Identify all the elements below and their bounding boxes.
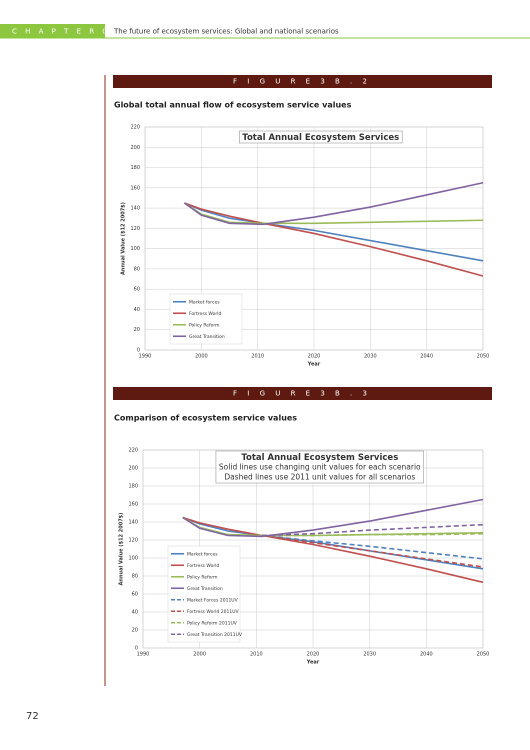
x-tick-label: 2020 — [307, 652, 320, 658]
figure-label: F I G U R E 3 B . 2 — [233, 78, 371, 86]
legend-label: Great Transition — [187, 586, 223, 592]
y-tick-label: 180 — [130, 165, 140, 171]
y-axis-label: Annual Value ($12 2007$) — [119, 513, 125, 586]
chart-title-box — [239, 130, 403, 144]
series-line — [183, 181, 484, 226]
chart-title: Total Annual Ecosystem Services — [241, 453, 398, 463]
series-line — [182, 516, 484, 584]
x-tick-label: 2050 — [477, 652, 490, 658]
legend-label: Market forces — [189, 299, 220, 305]
x-tick-label: 2040 — [420, 354, 433, 360]
y-tick-label: 40 — [134, 307, 140, 313]
y-tick-label: 60 — [132, 592, 138, 598]
x-tick-label: 2030 — [364, 354, 377, 360]
x-tick-label: 2010 — [250, 652, 263, 658]
figure-bar — [113, 387, 492, 400]
series-line — [184, 202, 484, 277]
x-tick-label: 1990 — [139, 354, 152, 360]
legend-box — [167, 545, 241, 643]
legend-label: Fortress World — [189, 311, 221, 317]
figure-caption: Global total annual flow of ecosystem se… — [114, 101, 352, 110]
figure-caption: Comparison of ecosystem service values — [114, 414, 297, 423]
series-line — [261, 534, 484, 568]
y-tick-label: 0 — [135, 646, 138, 652]
legend-label: Market forces — [187, 551, 218, 557]
y-tick-label: 160 — [130, 185, 140, 191]
y-tick-label: 100 — [128, 556, 138, 562]
chapter-tab — [0, 24, 105, 38]
legend-label: Policy Reform — [189, 322, 220, 328]
x-axis-label: Year — [306, 660, 320, 666]
series-line — [261, 534, 484, 560]
y-tick-label: 120 — [130, 226, 140, 232]
series-line — [262, 532, 484, 537]
series-line — [182, 498, 484, 538]
y-tick-label: 0 — [137, 348, 140, 354]
figure-label: F I G U R E 3 B . 3 — [233, 390, 371, 398]
x-tick-label: 2000 — [195, 354, 208, 360]
x-tick-label: 1990 — [137, 652, 150, 658]
y-tick-label: 140 — [130, 206, 140, 212]
y-tick-label: 220 — [128, 448, 138, 454]
y-axis-label: Annual Value ($12 2007$) — [121, 202, 127, 275]
y-tick-label: 20 — [134, 327, 140, 333]
x-tick-label: 2020 — [308, 354, 321, 360]
x-tick-label: 2000 — [193, 652, 206, 658]
y-tick-label: 80 — [132, 574, 138, 580]
series-line — [184, 202, 484, 262]
y-tick-label: 140 — [128, 520, 138, 526]
legend-label: Great Transition — [189, 334, 225, 340]
y-tick-label: 220 — [130, 125, 140, 131]
y-tick-label: 180 — [128, 484, 138, 490]
series-line — [261, 523, 484, 537]
page-number: 72 — [26, 711, 39, 722]
legend-label: Market Forces 2011UV — [187, 597, 239, 603]
legend-label: Fortress World 2011UV — [187, 609, 240, 615]
legend-label: Great Transition 2011UV — [187, 632, 243, 638]
y-tick-label: 160 — [128, 502, 138, 508]
x-tick-label: 2030 — [363, 652, 376, 658]
x-axis-label: Year — [307, 362, 321, 368]
chart-subtitle: Solid lines use changing unit values for… — [219, 463, 421, 472]
y-tick-label: 200 — [128, 466, 138, 472]
x-tick-label: 2010 — [251, 354, 264, 360]
figure-bar — [113, 75, 492, 88]
x-tick-label: 2050 — [477, 354, 490, 360]
y-tick-label: 40 — [132, 610, 138, 616]
series-line — [183, 202, 484, 225]
y-tick-label: 20 — [132, 628, 138, 634]
legend-label: Fortress World — [187, 563, 219, 569]
chapter-label: C H A P T E R 0 3 — [12, 28, 122, 36]
y-tick-label: 80 — [134, 266, 140, 272]
y-tick-label: 100 — [130, 246, 140, 252]
legend-label: Policy Reform 2011UV — [187, 620, 238, 626]
x-tick-label: 2040 — [420, 652, 433, 658]
running-title: The future of ecosystem services: Global… — [113, 28, 339, 36]
y-tick-label: 120 — [128, 538, 138, 544]
chart-subtitle: Dashed lines use 2011 unit values for al… — [224, 473, 415, 482]
legend-label: Policy Reform — [187, 574, 218, 580]
y-tick-label: 200 — [130, 145, 140, 151]
chart-title-box — [215, 450, 424, 484]
chart-title: Total Annual Ecosystem Services — [242, 133, 399, 143]
y-tick-label: 60 — [134, 287, 140, 293]
